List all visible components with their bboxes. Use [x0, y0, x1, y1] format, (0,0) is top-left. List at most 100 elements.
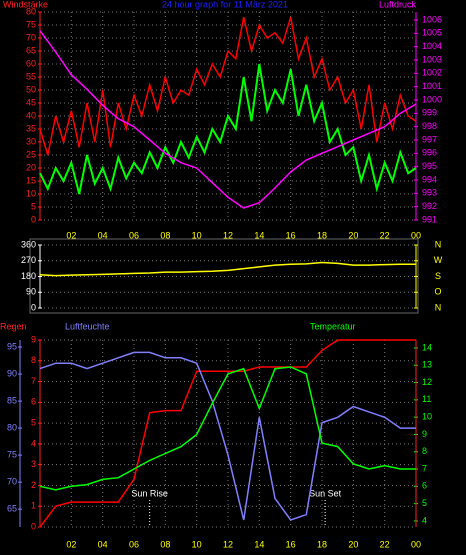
y-tick-label: 996 [422, 148, 437, 158]
y-tick-label: 35 [26, 123, 36, 133]
y-tick-label: 6 [31, 397, 36, 407]
y-tick-label: 85 [7, 395, 17, 405]
y-tick-label: 1000 [422, 94, 442, 104]
y-tick-label: 15 [26, 175, 36, 185]
y-tick-label: N [435, 239, 442, 249]
y-tick-label: 180 [21, 271, 36, 281]
y-tick-label: 11 [422, 394, 431, 404]
y-tick-label: 0 [31, 214, 36, 224]
y-tick-label: 95 [7, 341, 17, 351]
axis-title: Temperatur [310, 321, 356, 331]
y-tick-label: 70 [26, 32, 36, 42]
y-tick-label: 7 [422, 463, 427, 473]
y-tick-label: 70 [7, 477, 17, 487]
y-tick-label: 75 [26, 19, 36, 29]
y-tick-label: 3 [31, 459, 36, 469]
y-tick-label: 75 [7, 449, 17, 459]
y-tick-label: 1 [31, 501, 36, 511]
x-tick-label: 22 [380, 539, 390, 549]
x-tick-label: 04 [98, 230, 108, 240]
y-tick-label: 995 [422, 161, 437, 171]
y-tick-label: 10 [422, 412, 432, 422]
y-tick-label: 6 [422, 481, 427, 491]
x-tick-label: 18 [317, 539, 327, 549]
y-tick-label: 8 [422, 446, 427, 456]
y-tick-label: 60 [26, 58, 36, 68]
y-tick-label: 9 [422, 429, 427, 439]
series-line [39, 30, 417, 209]
chart-title: 24 hour graph for 11 März 2021 [162, 0, 288, 9]
y-tick-label: 20 [26, 162, 36, 172]
y-tick-label: 10 [26, 188, 36, 198]
annotation: Sun Set [309, 488, 342, 498]
y-tick-label: 2 [31, 480, 36, 490]
x-tick-label: 18 [317, 230, 327, 240]
y-tick-label: 0 [31, 302, 36, 312]
y-tick-label: 270 [21, 255, 36, 265]
x-tick-label: 08 [160, 539, 170, 549]
y-tick-label: 65 [7, 504, 17, 514]
y-tick-label: 1005 [422, 28, 442, 38]
y-tick-label: 1003 [422, 54, 442, 64]
y-tick-label: 9 [31, 334, 36, 344]
x-tick-label: 12 [223, 230, 233, 240]
axis-title: Regen [0, 321, 27, 331]
x-tick-label: 16 [286, 539, 296, 549]
y-tick-label: 1002 [422, 68, 442, 78]
x-tick-label: 02 [66, 539, 76, 549]
y-tick-label: 998 [422, 121, 437, 131]
axis-title: Luftdruck [379, 0, 417, 9]
x-tick-label: 04 [98, 539, 108, 549]
y-tick-label: 40 [26, 110, 36, 120]
y-tick-label: S [435, 271, 441, 281]
y-tick-label: 90 [7, 368, 17, 378]
x-tick-label: 22 [380, 230, 390, 240]
x-tick-label: 20 [348, 230, 358, 240]
y-tick-label: 80 [7, 422, 17, 432]
x-tick-label: 16 [286, 230, 296, 240]
y-tick-label: 360 [21, 239, 36, 249]
y-tick-label: 12 [422, 377, 432, 387]
series-line [39, 351, 416, 521]
y-tick-label: 4 [422, 515, 427, 525]
x-tick-label: 10 [192, 230, 202, 240]
y-tick-label: 999 [422, 108, 437, 118]
x-tick-label: 12 [223, 539, 233, 549]
y-tick-label: 14 [422, 342, 432, 352]
y-tick-label: 997 [422, 134, 437, 144]
axis-title: Windstärke [3, 0, 48, 9]
x-tick-label: 20 [348, 539, 358, 549]
y-tick-label: 5 [31, 201, 36, 211]
x-tick-label: 08 [160, 230, 170, 240]
y-tick-label: 7 [31, 376, 36, 386]
y-tick-label: 55 [26, 71, 36, 81]
y-tick-label: N [435, 302, 442, 312]
y-tick-label: 45 [26, 97, 36, 107]
x-tick-label: 02 [66, 230, 76, 240]
series-line [39, 16, 417, 156]
y-tick-label: 50 [26, 84, 36, 94]
axis-title: Luftfeuchte [65, 321, 110, 331]
y-tick-label: 30 [26, 136, 36, 146]
y-tick-label: 994 [422, 174, 437, 184]
y-tick-label: 5 [31, 417, 36, 427]
y-tick-label: 0 [31, 521, 36, 531]
x-tick-label: 14 [254, 539, 264, 549]
y-tick-label: 993 [422, 188, 437, 198]
x-tick-label: 00 [411, 539, 421, 549]
x-tick-label: 00 [411, 230, 421, 240]
y-tick-label: 1004 [422, 41, 442, 51]
annotation: Sun Rise [131, 488, 168, 498]
y-tick-label: W [434, 255, 443, 265]
series-line [39, 63, 417, 195]
y-tick-label: 65 [26, 45, 36, 55]
y-tick-label: 80 [26, 6, 36, 16]
y-tick-label: O [434, 287, 441, 297]
series-line [39, 339, 416, 528]
x-tick-label: 14 [254, 230, 264, 240]
y-tick-label: 8 [31, 355, 36, 365]
x-tick-label: 06 [129, 539, 139, 549]
series-line [39, 261, 416, 277]
y-tick-label: 25 [26, 149, 36, 159]
